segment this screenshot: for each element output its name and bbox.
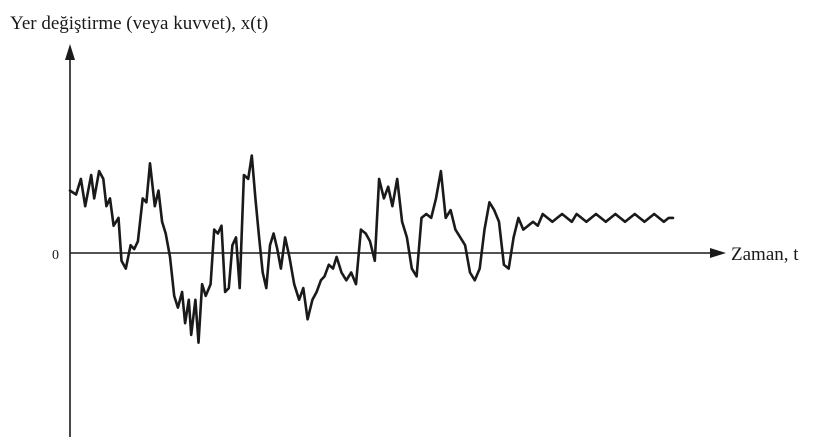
x-axis-arrowhead [710,248,726,258]
x-axis-label: Zaman, t [731,244,799,265]
axes [65,44,726,437]
series-layer [68,154,675,344]
y-zero-tick-label: 0 [52,248,59,263]
signal-line-series-0 [68,154,675,344]
y-axis-arrowhead [65,44,75,60]
y-axis-label: Yer değiştirme (veya kuvvet), x(t) [10,13,268,34]
